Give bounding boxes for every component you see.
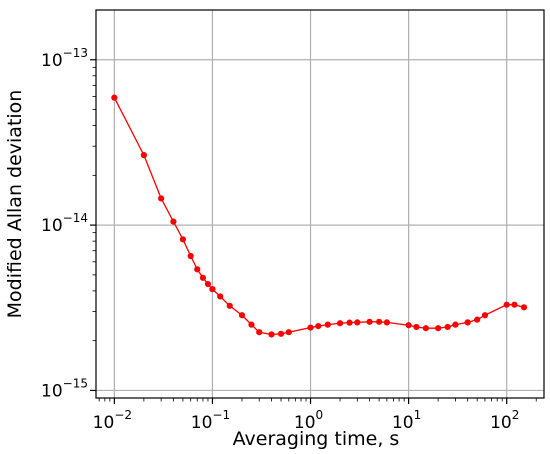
data-point <box>474 316 481 323</box>
plot-frame <box>95 9 545 399</box>
series-layer <box>111 94 528 338</box>
data-point <box>346 319 353 326</box>
x-tick-label: 10−2 <box>93 408 132 433</box>
data-point <box>452 321 459 328</box>
data-point <box>383 319 390 326</box>
x-tick-exponent: 1 <box>414 408 422 422</box>
minor-ticks <box>92 66 537 402</box>
data-point <box>520 304 528 311</box>
y-tick-exponent: −13 <box>63 46 88 60</box>
x-tick-label: 10−1 <box>191 408 230 433</box>
data-point <box>170 218 177 225</box>
y-tick-label: 10−15 <box>41 376 88 401</box>
y-tick-label: 10−14 <box>41 211 88 236</box>
data-point <box>375 318 383 325</box>
data-point <box>194 266 201 273</box>
x-tick-exponent: 0 <box>316 408 324 422</box>
data-point <box>199 274 207 281</box>
data-point <box>307 324 314 331</box>
data-point <box>315 322 322 330</box>
data-point <box>481 312 489 319</box>
y-tick-exponent: −15 <box>63 376 88 390</box>
data-point <box>248 321 255 328</box>
x-tick-exponent: 2 <box>512 408 520 422</box>
data-point <box>238 312 246 319</box>
major-ticks <box>90 59 508 404</box>
data-point <box>435 325 442 332</box>
data-point <box>111 94 118 101</box>
data-point <box>140 152 147 159</box>
data-point <box>336 320 344 327</box>
data-point <box>354 319 361 326</box>
data-point <box>422 325 429 332</box>
data-point <box>405 322 412 329</box>
data-point <box>209 286 216 293</box>
data-point <box>204 280 212 288</box>
data-point <box>324 321 331 328</box>
data-point <box>277 330 285 337</box>
data-point <box>511 301 518 308</box>
x-tick-label: 102 <box>490 408 519 433</box>
data-point <box>413 323 420 331</box>
data-point <box>187 252 194 260</box>
x-tick-label: 101 <box>392 408 421 433</box>
data-point <box>503 301 510 308</box>
x-tick-exponent: −1 <box>212 408 230 422</box>
y-tick-exponent: −14 <box>63 211 88 225</box>
data-point <box>226 302 233 309</box>
data-point <box>464 319 471 326</box>
data-point <box>366 318 373 325</box>
y-tick-label: 10−13 <box>41 46 88 71</box>
data-point <box>179 236 187 243</box>
y-axis-title: Modified Allan deviation <box>4 90 26 319</box>
data-point <box>444 323 451 331</box>
data-point <box>256 329 263 336</box>
series-line <box>113 97 525 336</box>
data-point <box>158 195 165 202</box>
data-point <box>217 293 224 300</box>
data-point <box>285 329 292 336</box>
grid-lines <box>96 10 544 398</box>
x-axis-title: Averaging time, s <box>233 428 400 450</box>
data-point <box>268 331 275 338</box>
x-tick-exponent: −2 <box>114 408 132 422</box>
